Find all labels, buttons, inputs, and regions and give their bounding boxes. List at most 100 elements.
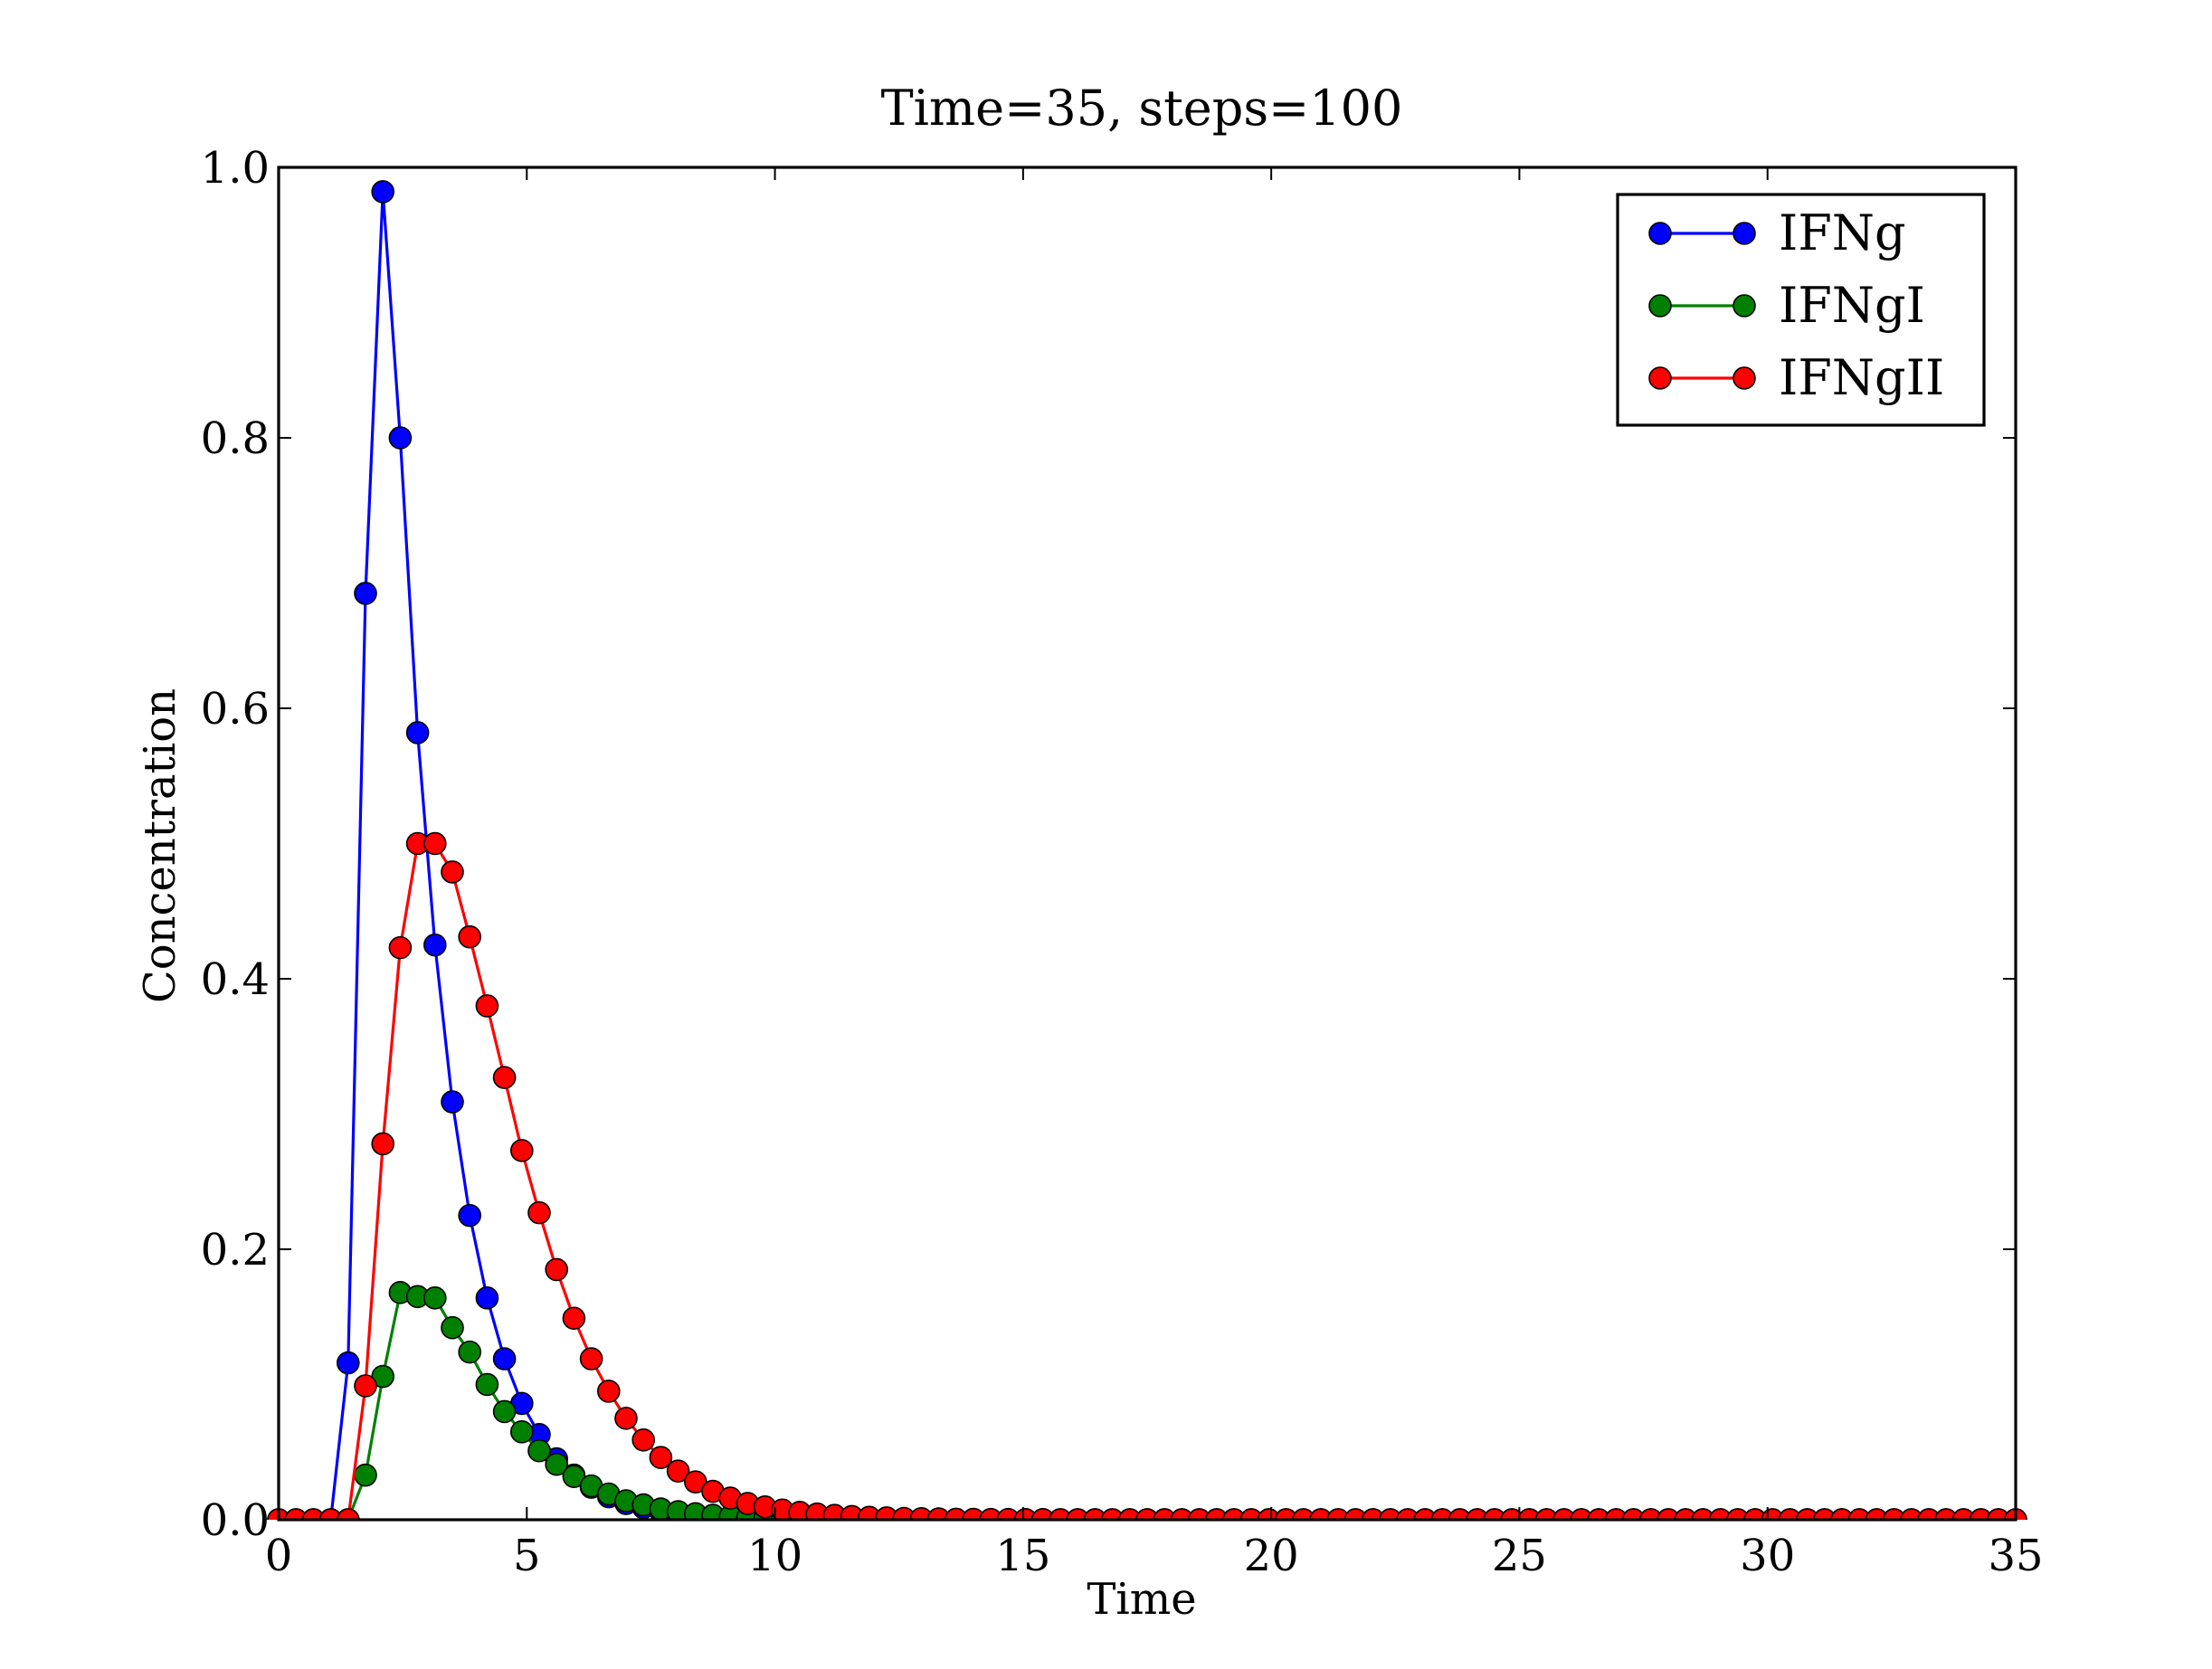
data-point-ifngii: [1222, 1508, 1246, 1520]
data-point-ifngii: [1292, 1508, 1315, 1520]
legend-label: IFNgII: [1779, 349, 1944, 406]
data-point-ifngii: [1570, 1508, 1593, 1520]
data-point-ifngii: [1657, 1508, 1680, 1520]
data-point-ifngii: [1361, 1508, 1385, 1520]
data-point-ifngii: [1778, 1508, 1802, 1520]
data-point-ifng: [492, 1347, 517, 1370]
data-point-ifng: [458, 1203, 482, 1228]
legend-marker: [1648, 294, 1672, 318]
data-point-ifngii: [1309, 1508, 1333, 1520]
data-point-ifngii: [1587, 1508, 1610, 1520]
data-point-ifngii: [354, 1374, 377, 1398]
y-tick-label: 0.8: [201, 413, 270, 464]
data-point-ifngii: [1726, 1508, 1750, 1520]
legend-entry-ifngii: IFNgII: [1648, 349, 1944, 406]
data-point-ifngii: [1205, 1508, 1229, 1520]
legend-marker: [1733, 294, 1756, 318]
legend-label: IFNgI: [1779, 277, 1925, 334]
data-point-ifngii: [1743, 1508, 1767, 1520]
data-point-ifngii: [527, 1200, 551, 1225]
data-point-ifngi: [509, 1420, 534, 1444]
data-point-ifngii: [1517, 1508, 1542, 1520]
data-point-ifngii: [1882, 1508, 1906, 1520]
data-point-ifngii: [1257, 1508, 1281, 1520]
data-point-ifngii: [458, 925, 482, 949]
data-point-ifngii: [441, 860, 464, 884]
axes-frame: [277, 166, 2017, 1522]
data-point-ifngii: [1187, 1508, 1211, 1520]
plot-area: 0 5 10 15 20 25 30 35 0.0 0.2 0.4 0.6 0.8 1.0: [201, 143, 2044, 1581]
data-point-ifngii: [1795, 1508, 1819, 1520]
y-tick-label: 0.4: [201, 954, 270, 1005]
data-point-ifngii: [1396, 1508, 1419, 1520]
data-point-ifngii: [1083, 1508, 1107, 1520]
data-point-ifngii: [1448, 1508, 1472, 1520]
data-point-ifngi: [475, 1372, 499, 1397]
legend: IFNg IFNgI IFNgII: [1616, 193, 1986, 427]
data-point-ifng: [405, 721, 430, 744]
data-point-ifngii: [1170, 1508, 1194, 1520]
legend-marker: [1648, 366, 1672, 390]
data-point-ifngii: [1483, 1508, 1506, 1520]
data-point-ifngii: [1153, 1508, 1176, 1520]
data-point-ifngii: [388, 935, 413, 960]
data-point-ifngii: [1969, 1508, 1993, 1520]
data-point-ifngi: [441, 1315, 464, 1340]
data-point-ifngii: [301, 1508, 326, 1520]
y-axis-label: Concentration: [135, 688, 185, 1003]
data-point-ifngii: [1865, 1508, 1889, 1520]
series-line-ifngii: [279, 841, 2016, 1520]
data-point-ifngii: [579, 1347, 603, 1370]
x-tick-label: 25: [1492, 1531, 1547, 1581]
y-tick-label: 0.0: [201, 1495, 270, 1546]
data-point-ifngii: [1118, 1508, 1142, 1520]
data-point-ifngii: [318, 1508, 343, 1520]
data-point-ifngii: [1621, 1508, 1646, 1520]
data-point-ifngii: [1326, 1508, 1350, 1520]
data-point-ifngii: [596, 1380, 621, 1403]
data-point-ifngi: [458, 1340, 482, 1364]
data-point-ifngii: [492, 1066, 517, 1089]
data-point-ifngii: [1691, 1508, 1715, 1520]
data-point-ifngi: [354, 1463, 377, 1487]
data-point-ifngii: [1500, 1508, 1524, 1520]
data-point-ifngii: [284, 1508, 308, 1520]
data-point-ifng: [422, 933, 447, 957]
x-tick-label: 20: [1244, 1531, 1299, 1581]
data-point-ifngii: [545, 1257, 569, 1282]
x-tick-label: 5: [513, 1531, 541, 1581]
data-point-ifng: [336, 1351, 360, 1375]
data-point-ifngii: [666, 1459, 690, 1483]
series-ifngii: [267, 831, 2027, 1520]
legend-entry-ifng: IFNg: [1648, 204, 1906, 261]
data-point-ifngii: [1534, 1508, 1559, 1520]
data-point-ifngii: [1343, 1508, 1368, 1520]
data-point-ifngii: [1239, 1508, 1263, 1520]
data-point-ifngi: [527, 1438, 551, 1463]
data-point-ifngii: [614, 1407, 638, 1430]
data-point-ifngii: [1552, 1508, 1576, 1520]
y-tick-label: 0.2: [201, 1225, 270, 1275]
series-layer: [267, 180, 2027, 1520]
data-point-ifngii: [1674, 1508, 1697, 1520]
data-point-ifngii: [371, 1132, 395, 1156]
data-point-ifngii: [1987, 1508, 2010, 1520]
data-point-ifngi: [422, 1286, 447, 1310]
data-point-ifngii: [1100, 1508, 1125, 1520]
legend-entry-ifngi: IFNgI: [1648, 277, 1925, 334]
data-point-ifngii: [1847, 1508, 1871, 1520]
x-tick-label: 10: [747, 1531, 802, 1581]
data-point-ifngii: [475, 994, 499, 1018]
data-point-ifngii: [1430, 1508, 1455, 1520]
data-point-ifngii: [1708, 1508, 1733, 1520]
data-point-ifngii: [1639, 1508, 1663, 1520]
data-point-ifng: [388, 426, 413, 450]
data-point-ifngii: [1135, 1508, 1159, 1520]
y-tick-label: 1.0: [201, 143, 270, 194]
x-tick-label: 0: [265, 1531, 293, 1581]
data-point-ifngi: [545, 1452, 569, 1476]
data-point-ifngii: [337, 1508, 360, 1520]
data-point-ifngii: [1274, 1508, 1298, 1520]
data-point-ifngii: [1951, 1508, 1976, 1520]
